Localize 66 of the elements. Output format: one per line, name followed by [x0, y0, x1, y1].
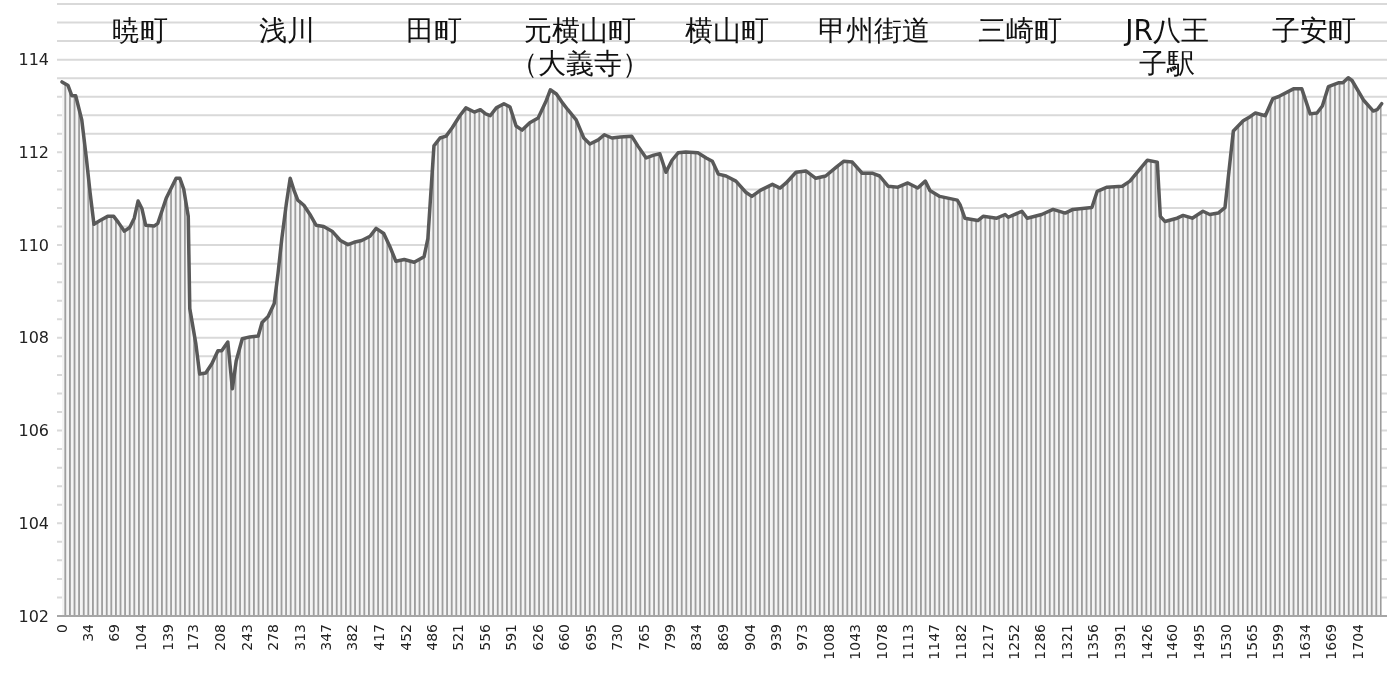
x-tick-label: 695	[582, 624, 599, 651]
y-tick-label: 102	[18, 606, 49, 626]
x-tick-label: 1495	[1191, 624, 1208, 660]
y-tick-label: 110	[18, 235, 49, 255]
x-tick-label: 1356	[1085, 623, 1102, 660]
x-tick-label: 869	[714, 624, 731, 651]
x-tick-label: 278	[265, 624, 282, 651]
x-tick-label: 626	[530, 623, 547, 651]
x-tick-label: 1634	[1296, 623, 1313, 660]
annotation: 三崎町	[978, 13, 1063, 47]
x-tick-label: 765	[635, 624, 652, 651]
x-tick-label: 1321	[1058, 624, 1075, 660]
x-tick-label: 904	[741, 623, 758, 651]
x-tick-label: 243	[238, 624, 255, 651]
x-tick-label: 173	[185, 624, 202, 651]
x-tick-label: 1460	[1164, 624, 1181, 660]
x-tick-label: 521	[450, 624, 467, 651]
annotation: 浅川	[259, 13, 315, 47]
x-tick-label: 313	[291, 624, 308, 651]
x-tick-label: 1043	[847, 624, 864, 660]
x-tick-label: 417	[371, 624, 388, 651]
x-tick-label: 0	[53, 624, 70, 633]
x-tick-label: 799	[661, 624, 678, 651]
annotation: 元横山町（大義寺）	[510, 13, 651, 81]
x-tick-label: 1669	[1323, 624, 1340, 660]
x-tick-label: 939	[768, 624, 785, 651]
x-tick-label: 452	[397, 624, 414, 651]
x-tick-label: 1147	[926, 624, 943, 660]
annotation: 横山町	[685, 13, 769, 47]
x-tick-label: 69	[106, 624, 123, 642]
annotation: 田町	[405, 13, 462, 47]
x-tick-label: 1286	[1032, 623, 1049, 660]
x-tick-label: 347	[317, 624, 334, 651]
x-tick-label: 1113	[900, 624, 917, 660]
x-tick-label: 973	[793, 624, 810, 651]
annotation: JR八王子駅	[1123, 13, 1209, 81]
x-tick-label: 660	[555, 624, 572, 651]
annotation: 子安町	[1271, 13, 1356, 47]
x-tick-label: 1530	[1217, 624, 1234, 660]
y-tick-label: 112	[18, 142, 49, 162]
annotation: 暁町	[112, 13, 169, 47]
x-tick-label: 1008	[820, 624, 837, 660]
x-tick-label: 486	[423, 623, 440, 651]
x-tick-label: 591	[503, 624, 520, 651]
x-tick-label: 1252	[1006, 624, 1023, 660]
y-tick-label: 108	[18, 328, 49, 348]
y-tick-label: 104	[18, 513, 49, 533]
x-tick-label: 1217	[979, 624, 996, 660]
annotation: 甲州街道	[817, 13, 930, 47]
x-tick-label: 730	[609, 624, 626, 651]
x-tick-label: 139	[159, 624, 176, 651]
x-tick-label: 382	[344, 624, 361, 651]
x-tick-label: 1565	[1244, 624, 1261, 660]
x-tick-label: 1391	[1111, 624, 1128, 660]
y-tick-label: 106	[18, 421, 49, 441]
x-tick-label: 1599	[1270, 624, 1287, 660]
x-tick-label: 104	[133, 623, 149, 651]
x-tick-label: 1426	[1138, 623, 1155, 660]
x-tick-label: 834	[688, 623, 705, 651]
x-tick-label: 208	[212, 624, 229, 651]
x-tick-label: 34	[79, 623, 96, 642]
x-tick-label: 556	[476, 623, 493, 651]
x-tick-label: 1078	[873, 624, 890, 660]
x-tick-label: 1704	[1350, 623, 1366, 660]
x-tick-label: 1182	[952, 624, 969, 660]
y-tick-label: 114	[18, 50, 49, 70]
